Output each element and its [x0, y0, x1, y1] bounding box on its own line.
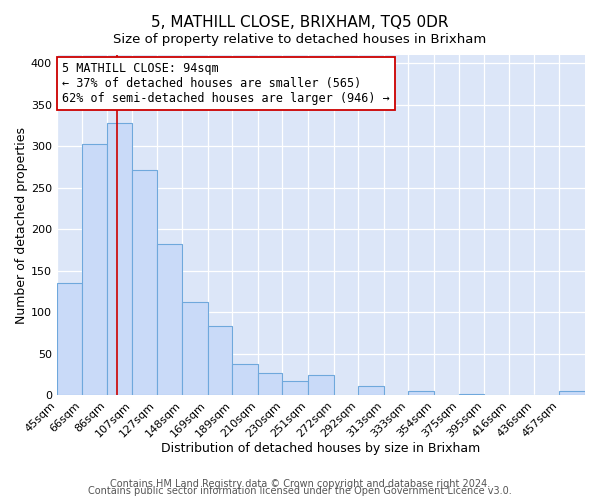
Text: Contains public sector information licensed under the Open Government Licence v3: Contains public sector information licen… — [88, 486, 512, 496]
Bar — [559, 391, 585, 396]
Bar — [208, 326, 232, 396]
Bar — [460, 394, 484, 396]
Bar — [258, 373, 283, 396]
Bar — [133, 170, 157, 396]
Bar — [107, 123, 133, 396]
Y-axis label: Number of detached properties: Number of detached properties — [15, 126, 28, 324]
Bar — [408, 391, 434, 396]
Text: 5 MATHILL CLOSE: 94sqm
← 37% of detached houses are smaller (565)
62% of semi-de: 5 MATHILL CLOSE: 94sqm ← 37% of detached… — [62, 62, 390, 105]
Text: Size of property relative to detached houses in Brixham: Size of property relative to detached ho… — [113, 32, 487, 46]
X-axis label: Distribution of detached houses by size in Brixham: Distribution of detached houses by size … — [161, 442, 481, 455]
Text: 5, MATHILL CLOSE, BRIXHAM, TQ5 0DR: 5, MATHILL CLOSE, BRIXHAM, TQ5 0DR — [151, 15, 449, 30]
Bar — [82, 144, 107, 396]
Bar — [308, 374, 334, 396]
Bar — [232, 364, 258, 396]
Text: Contains HM Land Registry data © Crown copyright and database right 2024.: Contains HM Land Registry data © Crown c… — [110, 479, 490, 489]
Bar — [57, 284, 82, 396]
Bar — [358, 386, 384, 396]
Bar — [283, 382, 308, 396]
Bar — [182, 302, 208, 396]
Bar — [157, 244, 182, 396]
